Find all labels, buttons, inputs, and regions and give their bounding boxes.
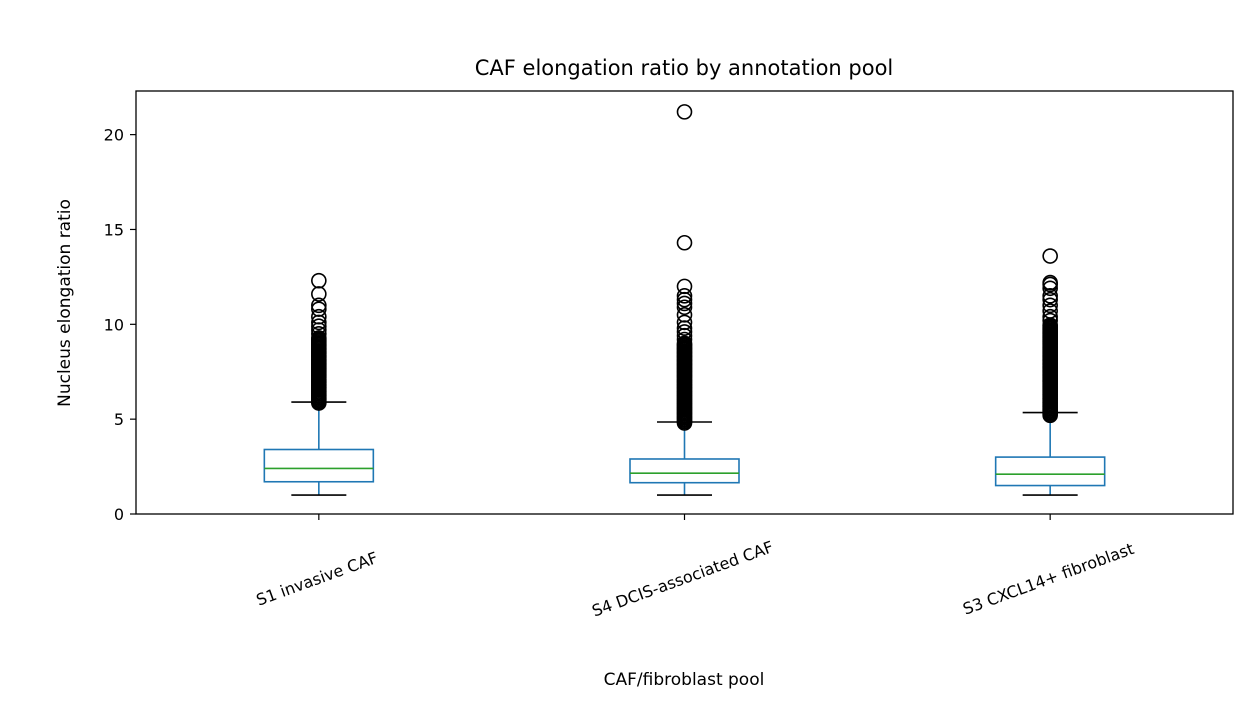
x-tick-label: S3 CXCL14+ fibroblast xyxy=(960,539,1136,619)
outlier-point xyxy=(311,325,327,342)
outlier-point xyxy=(676,234,693,251)
outlier-point xyxy=(1042,308,1058,325)
y-tick-label: 15 xyxy=(104,220,124,239)
outlier-point xyxy=(676,324,693,340)
x-tick-label: S4 DCIS-associated CAF xyxy=(589,537,776,620)
box-group xyxy=(263,272,375,496)
outlier-point xyxy=(676,299,693,316)
outlier-point xyxy=(1042,303,1058,319)
x-axis: S1 invasive CAF S4 DCIS-associated CAF S3 … xyxy=(254,514,1136,621)
outlier-point xyxy=(311,272,327,289)
x-axis-label: CAF/fibroblast pool xyxy=(604,670,765,690)
x-tick-label: S1 invasive CAF xyxy=(254,548,381,610)
outlier-point xyxy=(1042,312,1058,329)
outlier-point xyxy=(311,301,327,317)
outlier-point xyxy=(676,295,693,312)
outlier-point xyxy=(1042,291,1058,308)
iqr-box xyxy=(629,458,740,484)
box-series xyxy=(263,104,1106,496)
outlier-point xyxy=(311,308,327,325)
outlier-point xyxy=(676,335,693,352)
outlier-point xyxy=(1042,248,1058,264)
box-group xyxy=(629,104,740,496)
outlier-point xyxy=(311,330,327,346)
outlier-point xyxy=(676,331,693,348)
outlier-point xyxy=(676,278,693,295)
iqr-box xyxy=(994,456,1106,487)
y-tick-label: 0 xyxy=(114,505,124,524)
y-tick-label: 20 xyxy=(104,126,124,145)
outlier-point xyxy=(676,307,693,323)
outlier-point xyxy=(1042,274,1058,291)
outlier-point xyxy=(311,297,327,314)
outlier-point xyxy=(676,104,693,120)
outlier-point xyxy=(676,314,693,331)
outlier-point xyxy=(311,318,327,335)
iqr-box xyxy=(263,448,375,483)
y-axis: 0 5 10 15 20 xyxy=(104,126,136,524)
y-tick-label: 10 xyxy=(104,315,124,334)
chart-title: CAF elongation ratio by annotation pool xyxy=(475,56,894,80)
outlier-point xyxy=(676,288,693,304)
y-tick-label: 5 xyxy=(114,410,124,429)
box-group xyxy=(994,248,1106,496)
y-axis-label: Nucleus elongation ratio xyxy=(55,199,75,407)
outlier-point xyxy=(1042,297,1058,314)
outlier-point xyxy=(1042,280,1058,297)
